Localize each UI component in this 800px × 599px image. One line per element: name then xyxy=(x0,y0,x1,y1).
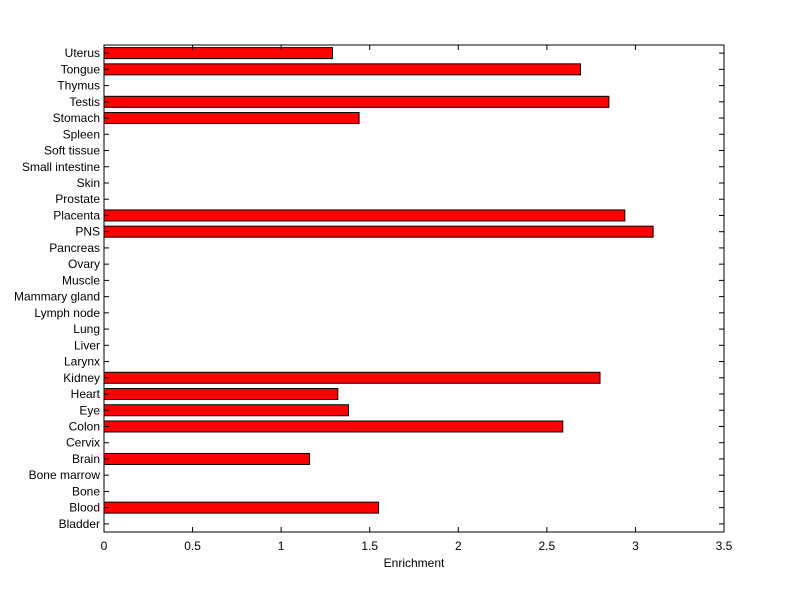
x-tick-label: 1.5 xyxy=(361,539,378,553)
y-tick-label: Ovary xyxy=(68,257,100,271)
y-tick-label: Pancreas xyxy=(49,241,100,255)
x-tick-label: 2.5 xyxy=(539,539,556,553)
y-tick-label: Uterus xyxy=(65,46,100,60)
y-tick-label: Mammary gland xyxy=(14,290,100,304)
bar-tongue xyxy=(103,63,582,76)
y-tick-label: Placenta xyxy=(53,208,100,222)
y-tick-label: Small intestine xyxy=(22,160,100,174)
y-tick-label: Muscle xyxy=(62,273,100,287)
x-tick-label: 3.5 xyxy=(716,539,733,553)
y-tick-label: Cervix xyxy=(66,436,100,450)
x-tick-label: 3 xyxy=(632,539,639,553)
y-tick-label: Liver xyxy=(74,338,100,352)
bar-eye xyxy=(103,404,349,417)
y-tick-label: Heart xyxy=(71,387,101,401)
y-tick-label: Larynx xyxy=(64,355,100,369)
y-tick-label: Blood xyxy=(69,501,100,515)
x-tick-label: 0 xyxy=(101,539,108,553)
bar-testis xyxy=(103,95,610,108)
x-tick-label: 0.5 xyxy=(184,539,201,553)
y-tick-label: Skin xyxy=(77,176,100,190)
y-tick-label: Bladder xyxy=(59,517,100,531)
y-tick-label: Lymph node xyxy=(34,306,100,320)
y-tick-label: Lung xyxy=(73,322,100,336)
y-tick-label: Spleen xyxy=(63,127,100,141)
bar-brain xyxy=(103,452,310,465)
y-tick-label: Thymus xyxy=(57,79,100,93)
x-tick-label: 1 xyxy=(278,539,285,553)
y-tick-label: Soft tissue xyxy=(44,144,100,158)
bar-stomach xyxy=(103,112,360,125)
y-tick-label: Testis xyxy=(69,95,100,109)
plot-area xyxy=(103,44,725,533)
y-tick-label: Colon xyxy=(69,419,100,433)
y-tick-label: PNS xyxy=(75,225,100,239)
bar-colon xyxy=(103,420,564,433)
y-tick-label: Stomach xyxy=(53,111,100,125)
x-axis-label: Enrichment xyxy=(384,556,445,570)
y-tick-label: Eye xyxy=(79,403,100,417)
y-tick-label: Prostate xyxy=(55,192,100,206)
y-tick-label: Tongue xyxy=(61,62,101,76)
y-tick-label: Bone marrow xyxy=(29,468,101,482)
x-tick-label: 2 xyxy=(455,539,462,553)
bar-blood xyxy=(103,501,380,514)
bar-pns xyxy=(103,225,654,238)
bar-placenta xyxy=(103,209,626,222)
bar-heart xyxy=(103,388,339,401)
bar-kidney xyxy=(103,371,601,384)
y-tick-label: Kidney xyxy=(63,371,100,385)
y-tick-label: Bone xyxy=(72,484,100,498)
bar-uterus xyxy=(103,47,334,60)
y-tick-label: Brain xyxy=(72,452,100,466)
